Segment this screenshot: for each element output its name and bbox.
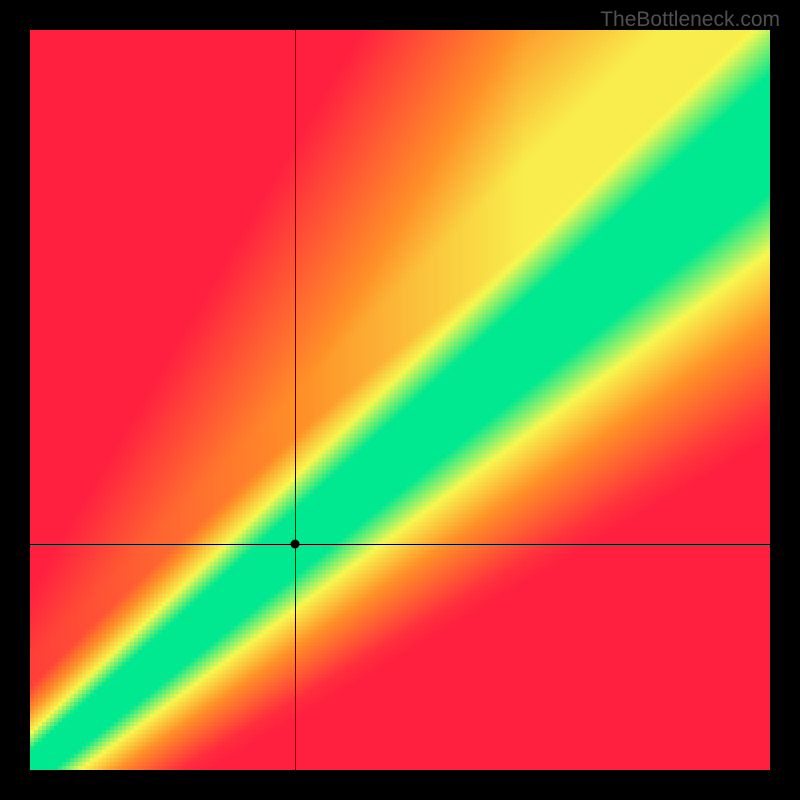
data-point-marker: [290, 540, 299, 549]
watermark-text: TheBottleneck.com: [600, 8, 780, 32]
crosshair-horizontal: [30, 544, 770, 545]
crosshair-vertical: [295, 30, 296, 770]
chart-container: TheBottleneck.com: [0, 0, 800, 800]
heatmap-plot: [30, 30, 770, 770]
heatmap-canvas: [30, 30, 770, 770]
